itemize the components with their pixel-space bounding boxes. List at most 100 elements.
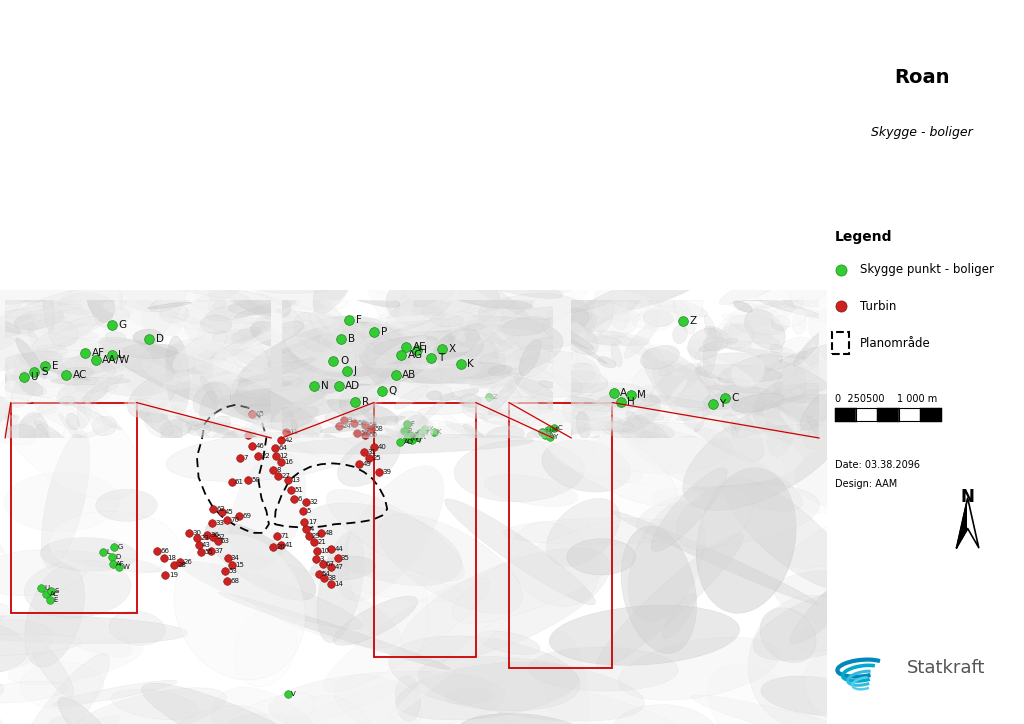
- Ellipse shape: [825, 423, 847, 439]
- Ellipse shape: [58, 697, 119, 724]
- Ellipse shape: [644, 288, 689, 330]
- Ellipse shape: [39, 337, 103, 350]
- Ellipse shape: [272, 334, 286, 355]
- Ellipse shape: [702, 388, 714, 421]
- Ellipse shape: [671, 371, 684, 377]
- Ellipse shape: [346, 436, 366, 456]
- Ellipse shape: [356, 378, 384, 384]
- Ellipse shape: [245, 404, 276, 420]
- Ellipse shape: [324, 279, 399, 307]
- Ellipse shape: [287, 385, 293, 391]
- Ellipse shape: [774, 569, 983, 639]
- Ellipse shape: [280, 356, 308, 397]
- Text: Q: Q: [389, 386, 397, 396]
- Ellipse shape: [796, 308, 838, 341]
- Text: 21: 21: [317, 539, 327, 545]
- Ellipse shape: [493, 384, 521, 404]
- Ellipse shape: [465, 324, 485, 331]
- Ellipse shape: [172, 331, 227, 371]
- Ellipse shape: [281, 280, 294, 312]
- Ellipse shape: [558, 316, 575, 326]
- Ellipse shape: [728, 366, 770, 383]
- Ellipse shape: [458, 341, 495, 359]
- Ellipse shape: [315, 275, 402, 302]
- Text: 70: 70: [230, 516, 239, 523]
- Ellipse shape: [34, 424, 50, 469]
- Ellipse shape: [625, 319, 659, 358]
- Ellipse shape: [794, 331, 825, 366]
- Ellipse shape: [67, 390, 98, 407]
- Text: Planområde: Planområde: [859, 337, 931, 350]
- Ellipse shape: [729, 302, 778, 316]
- Ellipse shape: [195, 422, 270, 445]
- Ellipse shape: [0, 373, 13, 413]
- Ellipse shape: [73, 688, 226, 724]
- Text: 47: 47: [334, 564, 343, 570]
- Ellipse shape: [140, 362, 321, 457]
- Ellipse shape: [439, 313, 474, 334]
- Ellipse shape: [465, 437, 550, 456]
- Ellipse shape: [797, 608, 873, 652]
- Ellipse shape: [227, 404, 250, 417]
- Ellipse shape: [201, 431, 265, 451]
- Text: V: V: [291, 691, 296, 697]
- Ellipse shape: [431, 313, 463, 327]
- Ellipse shape: [440, 311, 486, 327]
- Ellipse shape: [134, 399, 173, 435]
- Text: P: P: [408, 428, 412, 434]
- Ellipse shape: [0, 634, 82, 656]
- Ellipse shape: [684, 419, 697, 427]
- Ellipse shape: [394, 312, 475, 332]
- Ellipse shape: [606, 427, 657, 463]
- Ellipse shape: [611, 343, 623, 366]
- Text: F: F: [356, 315, 362, 325]
- Ellipse shape: [434, 405, 463, 431]
- Ellipse shape: [275, 393, 325, 416]
- Ellipse shape: [85, 403, 105, 435]
- Ellipse shape: [478, 287, 537, 322]
- Ellipse shape: [602, 431, 637, 463]
- Ellipse shape: [617, 385, 654, 411]
- Ellipse shape: [150, 284, 201, 312]
- Ellipse shape: [241, 295, 297, 308]
- Ellipse shape: [355, 335, 391, 363]
- Ellipse shape: [47, 328, 98, 339]
- Text: AA/W: AA/W: [102, 355, 130, 365]
- Ellipse shape: [626, 411, 641, 428]
- Ellipse shape: [526, 405, 677, 506]
- Ellipse shape: [546, 349, 563, 391]
- Ellipse shape: [232, 429, 300, 439]
- Ellipse shape: [340, 572, 463, 602]
- Ellipse shape: [251, 421, 286, 440]
- Text: A: A: [549, 432, 553, 438]
- Ellipse shape: [19, 379, 43, 395]
- Ellipse shape: [24, 300, 60, 320]
- Ellipse shape: [243, 277, 316, 300]
- Ellipse shape: [144, 405, 183, 437]
- Ellipse shape: [34, 308, 71, 334]
- Ellipse shape: [347, 512, 428, 659]
- Ellipse shape: [0, 415, 18, 442]
- Ellipse shape: [563, 347, 612, 353]
- Ellipse shape: [451, 396, 528, 424]
- Ellipse shape: [532, 348, 572, 374]
- Ellipse shape: [760, 607, 816, 662]
- Text: 2: 2: [252, 432, 256, 438]
- Ellipse shape: [122, 343, 177, 358]
- Ellipse shape: [172, 242, 347, 313]
- Ellipse shape: [566, 298, 641, 321]
- Ellipse shape: [92, 416, 117, 436]
- Ellipse shape: [378, 514, 522, 613]
- Ellipse shape: [547, 363, 558, 382]
- Ellipse shape: [319, 416, 406, 433]
- Ellipse shape: [549, 605, 739, 665]
- Ellipse shape: [449, 322, 466, 342]
- Text: 50: 50: [252, 477, 260, 484]
- Ellipse shape: [438, 356, 482, 378]
- Ellipse shape: [73, 434, 90, 447]
- Ellipse shape: [819, 413, 831, 432]
- Polygon shape: [956, 498, 968, 547]
- Text: 59: 59: [369, 422, 377, 429]
- Text: 43: 43: [202, 542, 211, 548]
- Ellipse shape: [547, 498, 620, 566]
